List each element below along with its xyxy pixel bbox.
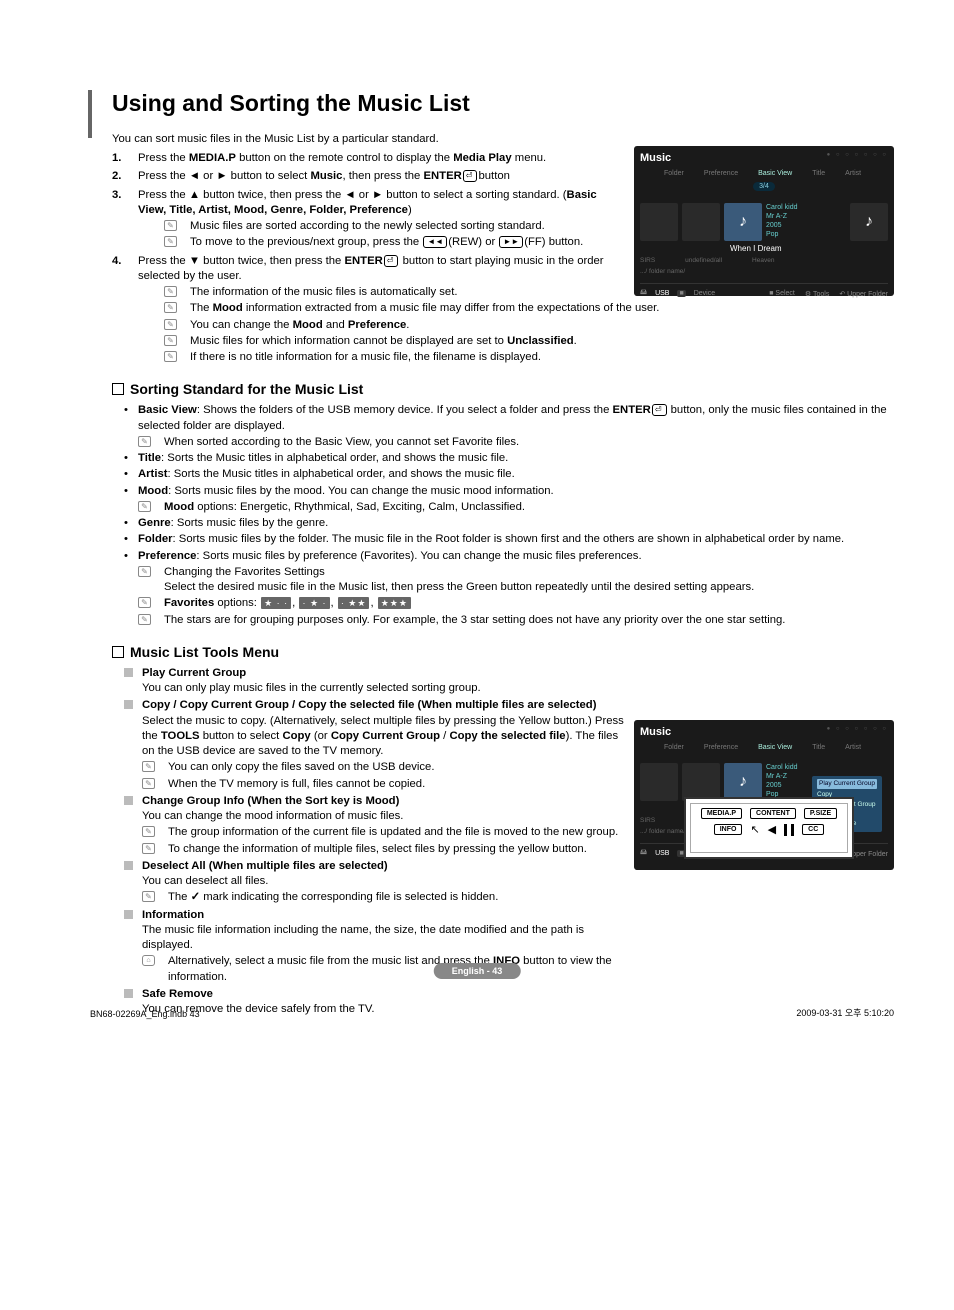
footer-timestamp: 2009-03-31 오후 5:10:20: [796, 1006, 894, 1019]
numbered-steps: 1.Press the MEDIA.P button on the remote…: [100, 151, 894, 365]
section-sorting-title: Sorting Standard for the Music List: [100, 381, 894, 397]
remote-control-diagram: MEDIA.P CONTENT P.SIZE INFO ↖ ◀ CC: [684, 797, 854, 859]
sorting-standard-list: Basic View: Shows the folders of the USB…: [100, 403, 894, 628]
footer-filename: BN68-02269A_Eng.indb 43: [90, 1009, 200, 1019]
page-number: English - 43: [434, 963, 521, 979]
page-title: Using and Sorting the Music List: [100, 90, 894, 117]
section-tools-title: Music List Tools Menu: [100, 644, 894, 660]
intro-text: You can sort music files in the Music Li…: [100, 133, 894, 145]
